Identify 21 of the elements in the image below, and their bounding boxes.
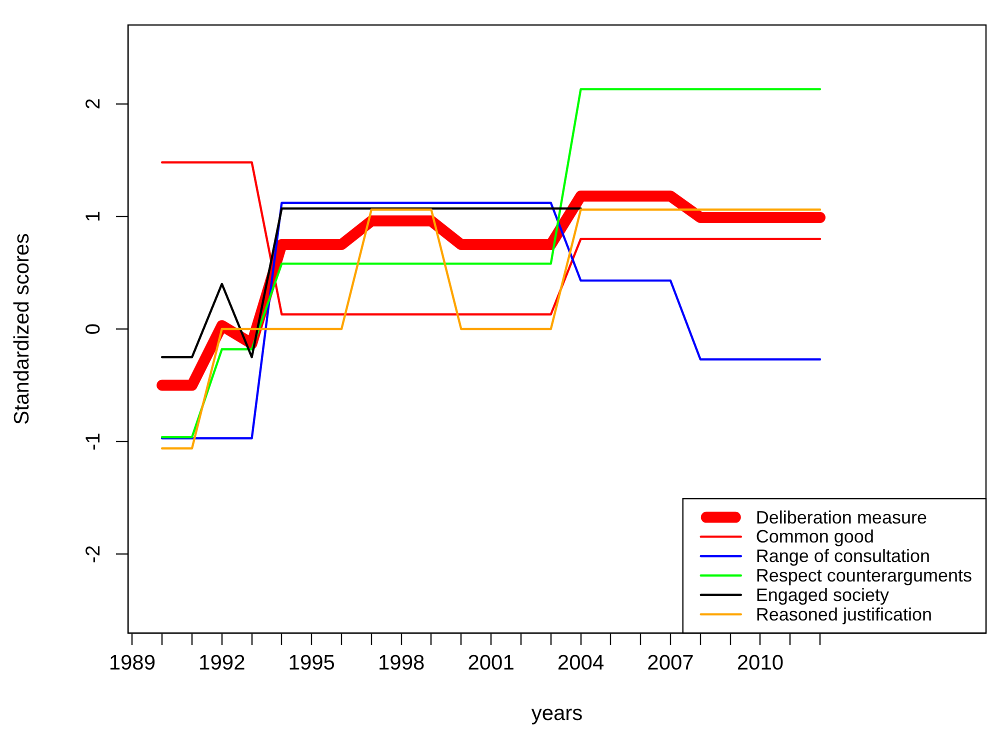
y-axis-title: Standardized scores [10,233,34,425]
x-tick-label: 2007 [647,651,694,674]
y-tick-label: 0 [82,323,105,335]
y-tick-label: -2 [82,545,105,564]
y-tick-label: -1 [82,432,105,450]
legend-label: Common good [756,526,874,547]
y-tick-label: 2 [82,98,105,110]
legend-label: Reasoned justification [756,604,932,624]
x-tick-label: 1998 [378,651,425,674]
legend-label: Deliberation measure [756,507,927,528]
x-tick-label: 1989 [108,651,156,674]
legend-label: Engaged society [756,584,889,605]
x-tick-label: 1992 [198,651,246,674]
x-tick-label: 2010 [736,651,784,674]
x-tick-label: 2004 [557,651,604,674]
x-axis-title: years [531,702,583,726]
y-tick-label: 1 [82,210,105,222]
legend-label: Respect counterarguments [756,565,972,586]
x-tick-label: 2001 [468,651,514,674]
x-tick-label: 1995 [288,651,335,674]
legend-label: Range of consultation [756,546,930,566]
